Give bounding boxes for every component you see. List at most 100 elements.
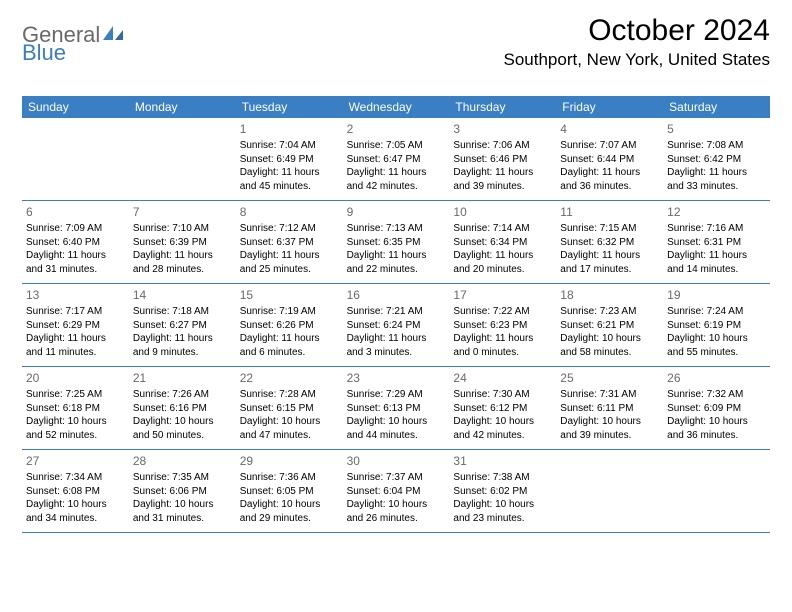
- location-text: Southport, New York, United States: [504, 50, 771, 70]
- sunrise-line: Sunrise: 7:04 AM: [240, 139, 339, 153]
- day-number: 26: [667, 370, 766, 386]
- sunrise-line: Sunrise: 7:35 AM: [133, 471, 232, 485]
- calendar-week: 6Sunrise: 7:09 AMSunset: 6:40 PMDaylight…: [22, 201, 770, 284]
- day-cell: 3Sunrise: 7:06 AMSunset: 6:46 PMDaylight…: [449, 118, 556, 200]
- sunrise-line: Sunrise: 7:22 AM: [453, 305, 552, 319]
- daylight-line: Daylight: 10 hours and 23 minutes.: [453, 498, 552, 525]
- daylight-line: Daylight: 10 hours and 39 minutes.: [560, 415, 659, 442]
- day-number: 5: [667, 121, 766, 137]
- day-number: 15: [240, 287, 339, 303]
- daylight-line: Daylight: 11 hours and 11 minutes.: [26, 332, 125, 359]
- daylight-line: Daylight: 10 hours and 50 minutes.: [133, 415, 232, 442]
- day-number: 6: [26, 204, 125, 220]
- day-number: 4: [560, 121, 659, 137]
- day-cell: 27Sunrise: 7:34 AMSunset: 6:08 PMDayligh…: [22, 450, 129, 532]
- daylight-line: Daylight: 10 hours and 44 minutes.: [347, 415, 446, 442]
- day-number: 16: [347, 287, 446, 303]
- sunrise-line: Sunrise: 7:14 AM: [453, 222, 552, 236]
- day-cell: 22Sunrise: 7:28 AMSunset: 6:15 PMDayligh…: [236, 367, 343, 449]
- daylight-line: Daylight: 11 hours and 0 minutes.: [453, 332, 552, 359]
- sunset-line: Sunset: 6:44 PM: [560, 153, 659, 167]
- day-cell: 30Sunrise: 7:37 AMSunset: 6:04 PMDayligh…: [343, 450, 450, 532]
- daylight-line: Daylight: 11 hours and 22 minutes.: [347, 249, 446, 276]
- daylight-line: Daylight: 11 hours and 45 minutes.: [240, 166, 339, 193]
- day-number: 14: [133, 287, 232, 303]
- calendar-week: 20Sunrise: 7:25 AMSunset: 6:18 PMDayligh…: [22, 367, 770, 450]
- day-cell: 12Sunrise: 7:16 AMSunset: 6:31 PMDayligh…: [663, 201, 770, 283]
- sunrise-line: Sunrise: 7:07 AM: [560, 139, 659, 153]
- calendar: SundayMondayTuesdayWednesdayThursdayFrid…: [22, 96, 770, 533]
- daylight-line: Daylight: 11 hours and 6 minutes.: [240, 332, 339, 359]
- day-number: 23: [347, 370, 446, 386]
- sunset-line: Sunset: 6:09 PM: [667, 402, 766, 416]
- sunset-line: Sunset: 6:34 PM: [453, 236, 552, 250]
- logo-sail-icon: [102, 24, 124, 47]
- day-number: 31: [453, 453, 552, 469]
- sunrise-line: Sunrise: 7:26 AM: [133, 388, 232, 402]
- day-header: Saturday: [663, 96, 770, 118]
- calendar-week: 13Sunrise: 7:17 AMSunset: 6:29 PMDayligh…: [22, 284, 770, 367]
- day-number: 21: [133, 370, 232, 386]
- daylight-line: Daylight: 11 hours and 3 minutes.: [347, 332, 446, 359]
- day-cell: 1Sunrise: 7:04 AMSunset: 6:49 PMDaylight…: [236, 118, 343, 200]
- day-cell: 19Sunrise: 7:24 AMSunset: 6:19 PMDayligh…: [663, 284, 770, 366]
- month-title: October 2024: [504, 14, 771, 48]
- day-cell: 16Sunrise: 7:21 AMSunset: 6:24 PMDayligh…: [343, 284, 450, 366]
- sunset-line: Sunset: 6:29 PM: [26, 319, 125, 333]
- daylight-line: Daylight: 11 hours and 17 minutes.: [560, 249, 659, 276]
- day-number: 20: [26, 370, 125, 386]
- sunrise-line: Sunrise: 7:29 AM: [347, 388, 446, 402]
- day-number: 18: [560, 287, 659, 303]
- daylight-line: Daylight: 10 hours and 47 minutes.: [240, 415, 339, 442]
- daylight-line: Daylight: 10 hours and 52 minutes.: [26, 415, 125, 442]
- sunrise-line: Sunrise: 7:18 AM: [133, 305, 232, 319]
- sunset-line: Sunset: 6:04 PM: [347, 485, 446, 499]
- sunset-line: Sunset: 6:32 PM: [560, 236, 659, 250]
- logo-text-blue: Blue: [22, 40, 66, 65]
- daylight-line: Daylight: 10 hours and 34 minutes.: [26, 498, 125, 525]
- daylight-line: Daylight: 11 hours and 36 minutes.: [560, 166, 659, 193]
- logo-line2: Blue: [22, 40, 66, 66]
- daylight-line: Daylight: 11 hours and 25 minutes.: [240, 249, 339, 276]
- sunrise-line: Sunrise: 7:24 AM: [667, 305, 766, 319]
- sunrise-line: Sunrise: 7:25 AM: [26, 388, 125, 402]
- sunrise-line: Sunrise: 7:09 AM: [26, 222, 125, 236]
- sunset-line: Sunset: 6:46 PM: [453, 153, 552, 167]
- sunrise-line: Sunrise: 7:28 AM: [240, 388, 339, 402]
- sunrise-line: Sunrise: 7:17 AM: [26, 305, 125, 319]
- day-header: Thursday: [449, 96, 556, 118]
- sunrise-line: Sunrise: 7:08 AM: [667, 139, 766, 153]
- day-number: 17: [453, 287, 552, 303]
- sunset-line: Sunset: 6:19 PM: [667, 319, 766, 333]
- daylight-line: Daylight: 11 hours and 31 minutes.: [26, 249, 125, 276]
- sunset-line: Sunset: 6:18 PM: [26, 402, 125, 416]
- day-cell: 8Sunrise: 7:12 AMSunset: 6:37 PMDaylight…: [236, 201, 343, 283]
- day-number: 29: [240, 453, 339, 469]
- sunset-line: Sunset: 6:12 PM: [453, 402, 552, 416]
- sunrise-line: Sunrise: 7:12 AM: [240, 222, 339, 236]
- day-number: 11: [560, 204, 659, 220]
- day-header: Monday: [129, 96, 236, 118]
- day-cell: 15Sunrise: 7:19 AMSunset: 6:26 PMDayligh…: [236, 284, 343, 366]
- day-number: 1: [240, 121, 339, 137]
- sunset-line: Sunset: 6:40 PM: [26, 236, 125, 250]
- sunset-line: Sunset: 6:02 PM: [453, 485, 552, 499]
- calendar-body: 1Sunrise: 7:04 AMSunset: 6:49 PMDaylight…: [22, 118, 770, 533]
- sunrise-line: Sunrise: 7:10 AM: [133, 222, 232, 236]
- day-cell: 25Sunrise: 7:31 AMSunset: 6:11 PMDayligh…: [556, 367, 663, 449]
- day-cell: 18Sunrise: 7:23 AMSunset: 6:21 PMDayligh…: [556, 284, 663, 366]
- daylight-line: Daylight: 11 hours and 28 minutes.: [133, 249, 232, 276]
- sunrise-line: Sunrise: 7:21 AM: [347, 305, 446, 319]
- day-number: 3: [453, 121, 552, 137]
- page-header: General October 2024 Southport, New York…: [22, 14, 770, 70]
- sunrise-line: Sunrise: 7:36 AM: [240, 471, 339, 485]
- day-cell: 29Sunrise: 7:36 AMSunset: 6:05 PMDayligh…: [236, 450, 343, 532]
- calendar-week: 1Sunrise: 7:04 AMSunset: 6:49 PMDaylight…: [22, 118, 770, 201]
- sunset-line: Sunset: 6:06 PM: [133, 485, 232, 499]
- day-header: Sunday: [22, 96, 129, 118]
- sunset-line: Sunset: 6:27 PM: [133, 319, 232, 333]
- calendar-week: 27Sunrise: 7:34 AMSunset: 6:08 PMDayligh…: [22, 450, 770, 533]
- day-cell: 11Sunrise: 7:15 AMSunset: 6:32 PMDayligh…: [556, 201, 663, 283]
- sunset-line: Sunset: 6:31 PM: [667, 236, 766, 250]
- sunset-line: Sunset: 6:16 PM: [133, 402, 232, 416]
